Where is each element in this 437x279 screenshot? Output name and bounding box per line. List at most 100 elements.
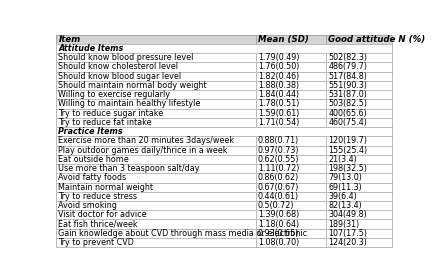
Bar	[256, 201, 326, 210]
Text: 0.44(0.61): 0.44(0.61)	[258, 192, 299, 201]
Bar	[56, 118, 256, 127]
Bar	[256, 90, 326, 99]
Text: 120(19.7): 120(19.7)	[328, 136, 367, 145]
Bar	[256, 99, 326, 109]
Text: 155(25.4): 155(25.4)	[328, 146, 368, 155]
Bar	[326, 81, 392, 90]
Bar	[56, 62, 256, 71]
Bar	[56, 99, 256, 109]
Bar	[56, 35, 256, 44]
Text: 486(79.7): 486(79.7)	[328, 62, 367, 71]
Text: Avoid smoking: Avoid smoking	[59, 201, 117, 210]
Bar	[56, 71, 256, 81]
Bar	[256, 109, 326, 118]
Bar	[56, 201, 256, 210]
Bar	[56, 229, 256, 238]
Bar	[256, 62, 326, 71]
Bar	[56, 155, 256, 164]
Text: 1.71(0.54): 1.71(0.54)	[258, 118, 299, 127]
Bar	[326, 62, 392, 71]
Bar	[56, 164, 256, 173]
Bar	[326, 136, 392, 146]
Text: 69(11.3): 69(11.3)	[328, 183, 362, 192]
Text: Try to reduce fat intake: Try to reduce fat intake	[59, 118, 152, 127]
Bar	[326, 81, 392, 90]
Bar	[56, 220, 256, 229]
Bar	[256, 173, 326, 182]
Bar	[56, 109, 256, 118]
Text: Willing to maintain healthy lifestyle: Willing to maintain healthy lifestyle	[59, 99, 201, 109]
Bar	[56, 62, 256, 71]
Bar	[256, 53, 326, 62]
Text: 0.86(0.62): 0.86(0.62)	[258, 173, 299, 182]
Bar	[56, 118, 256, 127]
Bar	[326, 109, 392, 118]
Bar	[256, 238, 326, 247]
Bar	[56, 53, 256, 62]
Text: Good attitude N (%): Good attitude N (%)	[328, 35, 426, 44]
Bar	[256, 35, 326, 44]
Bar	[256, 201, 326, 210]
Text: Item: Item	[59, 35, 80, 44]
Bar	[56, 44, 392, 53]
Bar	[256, 238, 326, 247]
Bar	[326, 155, 392, 164]
Bar	[256, 81, 326, 90]
Bar	[256, 109, 326, 118]
Text: 1.11(0.72): 1.11(0.72)	[258, 164, 299, 173]
Bar	[326, 90, 392, 99]
Bar	[326, 192, 392, 201]
Bar	[326, 220, 392, 229]
Text: 107(17.5): 107(17.5)	[328, 229, 367, 238]
Bar	[56, 90, 256, 99]
Bar	[326, 35, 392, 44]
Bar	[256, 136, 326, 146]
Bar	[256, 164, 326, 173]
Bar	[326, 173, 392, 182]
Bar	[326, 182, 392, 192]
Bar	[56, 210, 256, 220]
Bar	[256, 90, 326, 99]
Bar	[326, 220, 392, 229]
Bar	[326, 210, 392, 220]
Text: 460(75.4): 460(75.4)	[328, 118, 367, 127]
Bar	[56, 127, 392, 136]
Bar	[326, 201, 392, 210]
Bar	[256, 136, 326, 146]
Bar	[56, 182, 256, 192]
Bar	[326, 238, 392, 247]
Bar	[326, 118, 392, 127]
Bar	[56, 182, 256, 192]
Bar	[326, 136, 392, 146]
Text: 1.84(0.44): 1.84(0.44)	[258, 90, 299, 99]
Bar	[56, 210, 256, 220]
Text: 82(13.4): 82(13.4)	[328, 201, 362, 210]
Bar	[256, 182, 326, 192]
Bar	[326, 192, 392, 201]
Bar	[56, 35, 256, 44]
Bar	[256, 229, 326, 238]
Bar	[56, 90, 256, 99]
Text: 0.93(0.65): 0.93(0.65)	[258, 229, 299, 238]
Bar	[56, 192, 256, 201]
Bar	[326, 90, 392, 99]
Text: 502(82.3): 502(82.3)	[328, 53, 367, 62]
Bar	[326, 238, 392, 247]
Text: 39(6.4): 39(6.4)	[328, 192, 357, 201]
Bar	[326, 173, 392, 182]
Text: Should know cholesterol level: Should know cholesterol level	[59, 62, 178, 71]
Text: Use more than 3 teaspoon salt/day: Use more than 3 teaspoon salt/day	[59, 164, 200, 173]
Bar	[56, 155, 256, 164]
Bar	[326, 99, 392, 109]
Bar	[56, 229, 256, 238]
Text: 1.08(0.70): 1.08(0.70)	[258, 238, 299, 247]
Text: Try to reduce stress: Try to reduce stress	[59, 192, 137, 201]
Bar	[56, 146, 256, 155]
Bar	[326, 155, 392, 164]
Text: 1.78(0.51): 1.78(0.51)	[258, 99, 299, 109]
Text: 0.5(0.72): 0.5(0.72)	[258, 201, 295, 210]
Bar	[56, 81, 256, 90]
Text: Should know blood sugar level: Should know blood sugar level	[59, 72, 181, 81]
Text: Eat outside home: Eat outside home	[59, 155, 129, 164]
Bar	[56, 81, 256, 90]
